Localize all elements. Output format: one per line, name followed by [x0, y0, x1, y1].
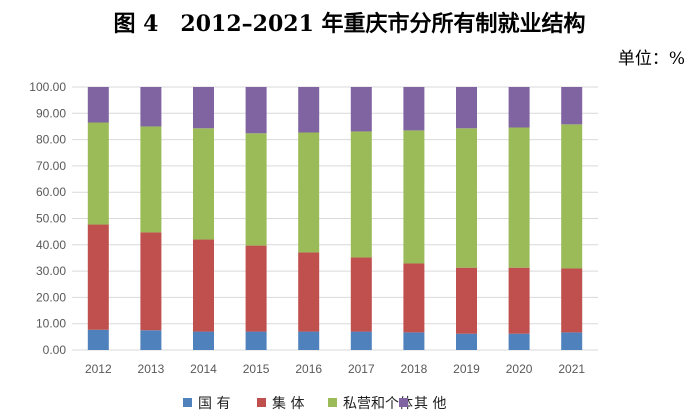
bar-segment-2012-0: [87, 329, 109, 350]
bar-segment-2017-2: [350, 131, 372, 258]
bar-segment-2018-1: [403, 263, 425, 333]
y-tick-label: 70.00: [36, 159, 66, 173]
bar-segment-2019-2: [456, 128, 477, 268]
bar-segment-2014-1: [193, 239, 214, 332]
x-tick-label: 2016: [295, 362, 322, 376]
bar-segment-2014-2: [193, 128, 214, 240]
bar-segment-2013-2: [140, 126, 162, 233]
x-tick-label: 2015: [243, 362, 270, 376]
bar-segment-2020-3: [508, 87, 530, 128]
y-tick-label: 60.00: [36, 185, 66, 199]
legend-swatch: [399, 398, 408, 407]
y-tick-label: 30.00: [36, 264, 66, 278]
bar-segment-2013-0: [140, 330, 162, 350]
legend-label: 私营和个体: [343, 396, 413, 412]
bar-segment-2021-3: [561, 87, 583, 125]
x-tick-label: 2013: [138, 362, 165, 376]
bar-segment-2015-3: [245, 87, 267, 134]
bar-segment-2015-0: [245, 331, 267, 350]
bar-segment-2016-0: [298, 331, 320, 350]
bar-segment-2021-2: [561, 124, 583, 269]
bar-segment-2015-1: [245, 245, 267, 332]
y-tick-label: 100.00: [29, 80, 66, 94]
legend-swatch: [257, 398, 266, 407]
x-tick-label: 2020: [506, 362, 533, 376]
bar-segment-2013-3: [140, 87, 162, 127]
y-tick-label: 10.00: [36, 317, 66, 331]
bar-segment-2016-2: [298, 132, 320, 253]
bar-segment-2016-1: [298, 252, 320, 332]
bar-segment-2014-3: [193, 87, 214, 129]
bar-segment-2016-3: [298, 87, 320, 133]
bar-segment-2020-2: [508, 127, 530, 268]
bar-segment-2021-0: [561, 332, 583, 350]
y-tick-label: 20.00: [36, 290, 66, 304]
bar-segment-2019-1: [456, 267, 477, 334]
bar-segment-2017-3: [350, 87, 372, 132]
bar-segment-2017-1: [350, 257, 372, 332]
unit-label: 单位：%: [617, 49, 685, 69]
x-tick-label: 2014: [190, 362, 217, 376]
bar-segment-2012-2: [87, 122, 109, 225]
bar-segment-2020-0: [508, 333, 530, 350]
chart-title: 图 4 2012–2021 年重庆市分所有制就业结构: [113, 11, 586, 37]
bar-segment-2012-3: [87, 87, 109, 123]
bar-segment-2021-1: [561, 268, 583, 333]
x-tick-label: 2021: [558, 362, 585, 376]
x-tick-label: 2017: [348, 362, 375, 376]
bar-segment-2012-1: [87, 224, 109, 330]
bar-segment-2017-0: [350, 331, 372, 350]
bar-segment-2018-3: [403, 87, 425, 131]
legend-label: 集 体: [272, 395, 304, 412]
legend-swatch: [328, 398, 337, 407]
y-tick-label: 40.00: [36, 238, 66, 252]
bar-segment-2014-0: [193, 331, 214, 350]
bar-segment-2018-0: [403, 332, 425, 350]
y-tick-label: 50.00: [36, 212, 66, 226]
bar-segment-2020-1: [508, 267, 530, 334]
y-tick-label: 0.00: [43, 343, 67, 357]
legend-swatch: [183, 398, 192, 407]
bar-segment-2019-3: [456, 87, 477, 129]
legend-label: 国 有: [198, 396, 230, 412]
x-tick-label: 2018: [401, 362, 428, 376]
bar-segment-2013-1: [140, 232, 162, 331]
bar-segment-2018-2: [403, 130, 425, 264]
y-tick-label: 80.00: [36, 133, 66, 147]
bar-segment-2019-0: [456, 333, 477, 350]
y-tick-label: 90.00: [36, 106, 66, 120]
legend-label: 其 他: [414, 396, 446, 412]
bar-segment-2015-2: [245, 133, 267, 246]
x-tick-label: 2019: [453, 362, 480, 376]
x-tick-label: 2012: [85, 362, 112, 376]
